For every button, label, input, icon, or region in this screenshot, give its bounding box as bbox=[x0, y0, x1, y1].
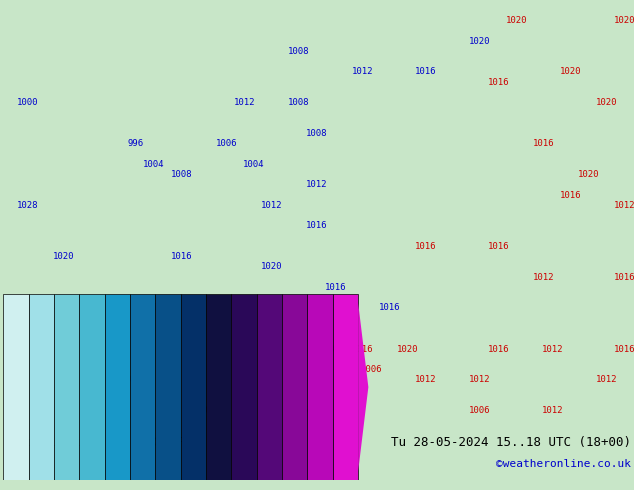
Text: 1020: 1020 bbox=[53, 252, 74, 261]
Text: 1016: 1016 bbox=[306, 221, 328, 230]
Bar bbox=[29, 294, 54, 480]
Text: 1012: 1012 bbox=[261, 201, 283, 210]
Bar bbox=[206, 294, 231, 480]
Text: 1012: 1012 bbox=[325, 344, 346, 354]
Text: 1016: 1016 bbox=[415, 242, 436, 251]
Bar bbox=[130, 294, 155, 480]
Bar bbox=[257, 294, 282, 480]
Text: Precipitation [mm] ECMWF: Precipitation [mm] ECMWF bbox=[3, 436, 183, 449]
Bar bbox=[333, 294, 358, 480]
Text: 1006: 1006 bbox=[469, 406, 491, 415]
Bar bbox=[282, 294, 307, 480]
Text: 1016: 1016 bbox=[488, 77, 509, 87]
FancyArrow shape bbox=[358, 303, 368, 471]
Text: 1004: 1004 bbox=[243, 160, 264, 169]
Text: 1012: 1012 bbox=[306, 180, 328, 189]
Text: 1012: 1012 bbox=[234, 98, 256, 107]
Text: 1012: 1012 bbox=[541, 406, 563, 415]
Text: 1012: 1012 bbox=[596, 375, 618, 384]
Text: 1024: 1024 bbox=[34, 303, 56, 313]
Text: 1008: 1008 bbox=[171, 170, 192, 179]
Text: 1020: 1020 bbox=[596, 98, 618, 107]
Text: 1012: 1012 bbox=[351, 67, 373, 76]
Text: 996: 996 bbox=[128, 139, 144, 148]
Text: 1024: 1024 bbox=[80, 365, 101, 374]
Text: 1016: 1016 bbox=[325, 283, 346, 292]
Text: 1000: 1000 bbox=[16, 98, 38, 107]
Text: 1012: 1012 bbox=[533, 273, 554, 282]
Text: 1006: 1006 bbox=[216, 139, 237, 148]
Text: 1016: 1016 bbox=[351, 344, 373, 354]
Bar bbox=[181, 294, 206, 480]
Text: 1016: 1016 bbox=[560, 191, 581, 199]
Text: Tu 28-05-2024 15..18 UTC (18+00): Tu 28-05-2024 15..18 UTC (18+00) bbox=[391, 436, 631, 449]
Text: 1016: 1016 bbox=[614, 344, 634, 354]
Text: 1020: 1020 bbox=[397, 344, 418, 354]
Bar bbox=[105, 294, 130, 480]
Text: 1020: 1020 bbox=[261, 263, 283, 271]
Text: 1012: 1012 bbox=[143, 303, 165, 313]
Text: 1012: 1012 bbox=[541, 344, 563, 354]
Text: 1006: 1006 bbox=[361, 365, 382, 374]
Bar bbox=[231, 294, 257, 480]
Text: 1020: 1020 bbox=[125, 375, 146, 384]
Text: 1012: 1012 bbox=[614, 201, 634, 210]
Text: 1016: 1016 bbox=[378, 303, 400, 313]
Text: ©weatheronline.co.uk: ©weatheronline.co.uk bbox=[496, 459, 631, 468]
Text: 1020: 1020 bbox=[198, 406, 219, 415]
Text: 1008: 1008 bbox=[288, 98, 309, 107]
Text: 1008: 1008 bbox=[306, 129, 328, 138]
Text: 1020: 1020 bbox=[578, 170, 600, 179]
Text: 1004: 1004 bbox=[143, 160, 165, 169]
Text: 1012: 1012 bbox=[415, 375, 436, 384]
Text: 1020: 1020 bbox=[560, 67, 581, 76]
Text: 1016: 1016 bbox=[614, 273, 634, 282]
Text: 1028: 1028 bbox=[16, 201, 38, 210]
Text: 1016: 1016 bbox=[488, 344, 509, 354]
Text: 1016: 1016 bbox=[533, 139, 554, 148]
Text: 1016: 1016 bbox=[107, 334, 129, 343]
Text: 1016: 1016 bbox=[415, 67, 436, 76]
Bar bbox=[54, 294, 79, 480]
Text: 1016: 1016 bbox=[171, 252, 192, 261]
Bar bbox=[79, 294, 105, 480]
Text: 1016: 1016 bbox=[488, 242, 509, 251]
Text: 1008: 1008 bbox=[288, 47, 309, 56]
Bar bbox=[3, 294, 29, 480]
Bar bbox=[155, 294, 181, 480]
Text: 1020: 1020 bbox=[614, 16, 634, 25]
Text: 1012: 1012 bbox=[469, 375, 491, 384]
Text: 1020: 1020 bbox=[505, 16, 527, 25]
Text: 1020: 1020 bbox=[469, 37, 491, 46]
Bar bbox=[307, 294, 333, 480]
Text: 1016: 1016 bbox=[288, 406, 309, 415]
